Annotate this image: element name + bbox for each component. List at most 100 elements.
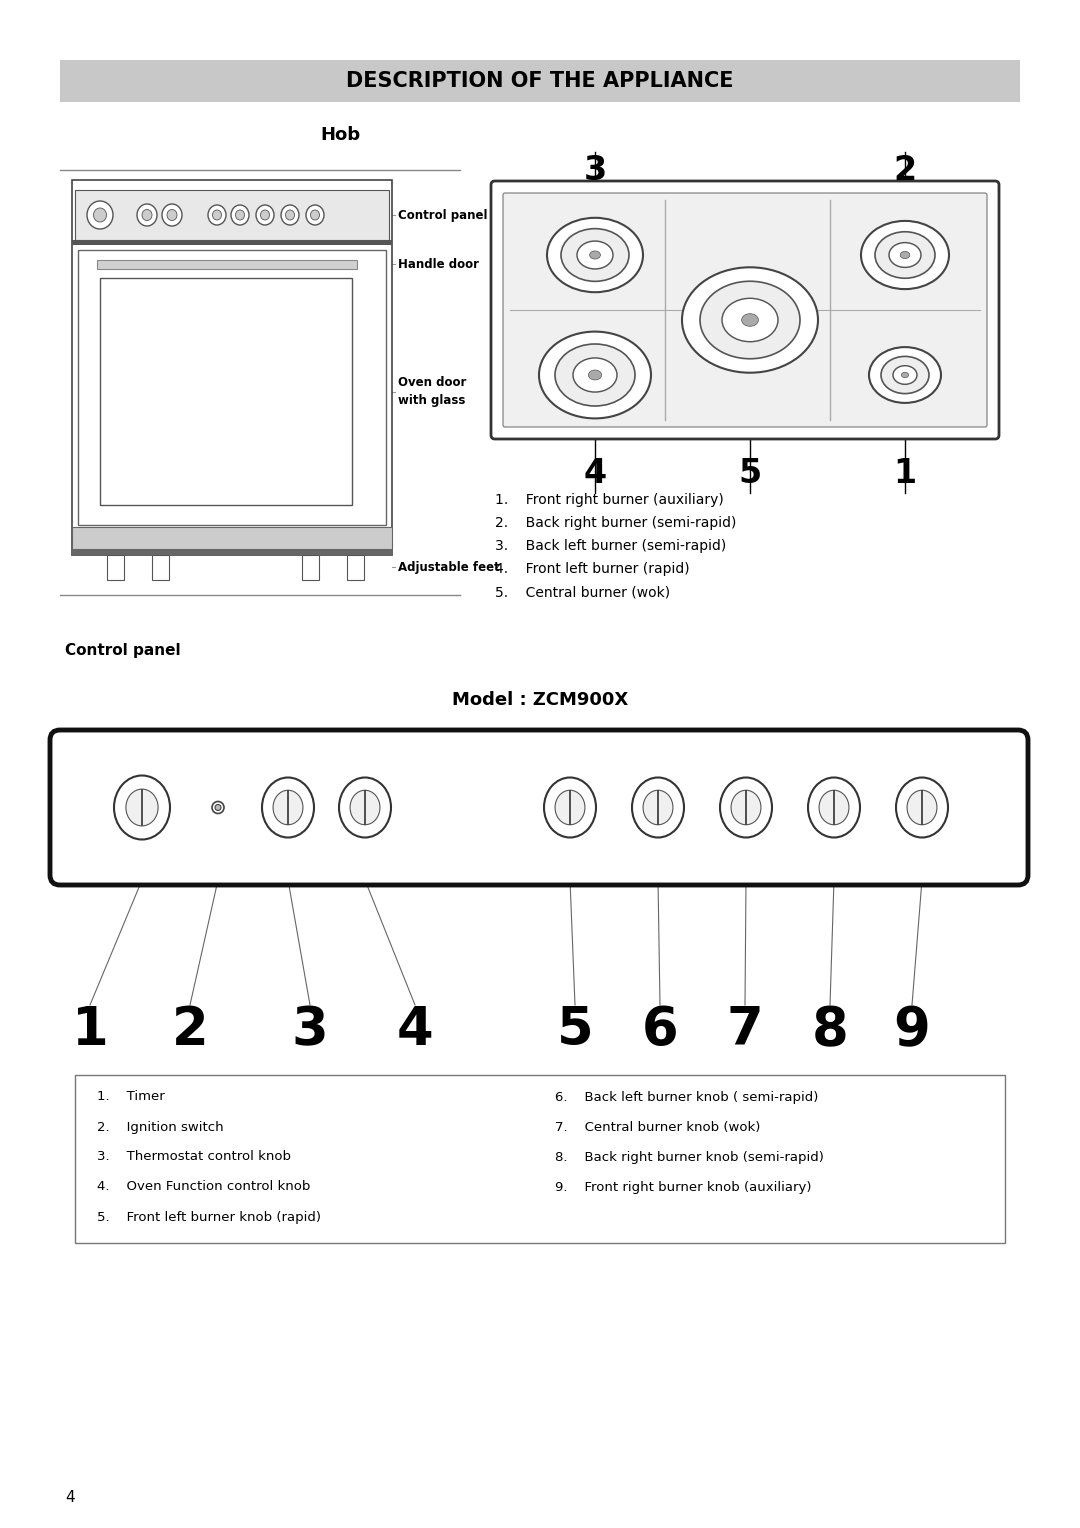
Ellipse shape <box>539 332 651 419</box>
Ellipse shape <box>273 790 303 825</box>
Text: 7.    Central burner knob (wok): 7. Central burner knob (wok) <box>555 1120 760 1134</box>
Text: 4: 4 <box>583 457 607 489</box>
Ellipse shape <box>167 209 177 220</box>
Text: 4: 4 <box>396 1004 433 1056</box>
Ellipse shape <box>281 205 299 225</box>
Ellipse shape <box>126 788 158 827</box>
Text: 6: 6 <box>642 1004 678 1056</box>
Text: 3: 3 <box>583 153 607 186</box>
Ellipse shape <box>94 208 107 222</box>
Bar <box>75 1076 1005 1242</box>
Ellipse shape <box>306 205 324 225</box>
Ellipse shape <box>544 778 596 837</box>
Text: Hob: Hob <box>320 125 360 144</box>
Text: 4.    Front left burner (rapid): 4. Front left burner (rapid) <box>495 562 690 576</box>
Text: 4.    Oven Function control knob: 4. Oven Function control knob <box>97 1181 310 1193</box>
FancyBboxPatch shape <box>50 730 1028 885</box>
Ellipse shape <box>896 778 948 837</box>
Ellipse shape <box>875 232 935 278</box>
Ellipse shape <box>577 241 613 269</box>
Ellipse shape <box>889 243 921 267</box>
FancyBboxPatch shape <box>491 180 999 439</box>
Ellipse shape <box>162 205 183 226</box>
Ellipse shape <box>893 365 917 385</box>
Ellipse shape <box>285 209 295 220</box>
Ellipse shape <box>212 802 224 813</box>
Text: Oven door
with glass: Oven door with glass <box>399 376 467 406</box>
Ellipse shape <box>235 209 244 220</box>
Bar <box>72 180 392 555</box>
Bar <box>347 555 364 581</box>
Ellipse shape <box>339 778 391 837</box>
Ellipse shape <box>902 373 908 377</box>
Ellipse shape <box>260 209 270 220</box>
Ellipse shape <box>700 281 800 359</box>
FancyBboxPatch shape <box>503 193 987 426</box>
Text: 5.    Central burner (wok): 5. Central burner (wok) <box>495 585 670 599</box>
Text: 2: 2 <box>172 1004 208 1056</box>
Ellipse shape <box>311 209 320 220</box>
Ellipse shape <box>907 790 937 825</box>
Bar <box>72 549 392 555</box>
Ellipse shape <box>643 790 673 825</box>
Text: Model : ZCM900X: Model : ZCM900X <box>451 691 629 709</box>
Bar <box>75 189 389 240</box>
Text: Control panel: Control panel <box>399 208 487 222</box>
Text: 1: 1 <box>893 457 917 489</box>
Ellipse shape <box>215 805 221 810</box>
Text: 1.    Front right burner (auxiliary): 1. Front right burner (auxiliary) <box>495 494 724 507</box>
Text: 5.    Front left burner knob (rapid): 5. Front left burner knob (rapid) <box>97 1210 321 1224</box>
Ellipse shape <box>901 252 909 258</box>
Bar <box>100 278 352 504</box>
Text: 3.    Back left burner (semi-rapid): 3. Back left burner (semi-rapid) <box>495 539 726 553</box>
Ellipse shape <box>869 347 941 403</box>
Ellipse shape <box>262 778 314 837</box>
Text: 6.    Back left burner knob ( semi-rapid): 6. Back left burner knob ( semi-rapid) <box>555 1091 819 1103</box>
Ellipse shape <box>632 778 684 837</box>
Bar <box>60 60 1020 102</box>
Text: Handle door: Handle door <box>399 258 480 270</box>
Text: 8.    Back right burner knob (semi-rapid): 8. Back right burner knob (semi-rapid) <box>555 1151 824 1163</box>
Ellipse shape <box>137 205 157 226</box>
Bar <box>302 555 319 581</box>
Text: 3.    Thermostat control knob: 3. Thermostat control knob <box>97 1151 291 1163</box>
Ellipse shape <box>114 776 170 839</box>
Text: Control panel: Control panel <box>65 642 180 657</box>
Ellipse shape <box>590 251 600 260</box>
Ellipse shape <box>231 205 249 225</box>
Ellipse shape <box>555 344 635 406</box>
Text: 2.    Ignition switch: 2. Ignition switch <box>97 1120 224 1134</box>
Text: 9.    Front right burner knob (auxiliary): 9. Front right burner knob (auxiliary) <box>555 1181 811 1193</box>
Text: 7: 7 <box>727 1004 764 1056</box>
Text: DESCRIPTION OF THE APPLIANCE: DESCRIPTION OF THE APPLIANCE <box>347 70 733 92</box>
Ellipse shape <box>213 209 221 220</box>
Text: Adjustable feet: Adjustable feet <box>399 561 500 573</box>
Text: 5: 5 <box>556 1004 593 1056</box>
Ellipse shape <box>141 209 152 220</box>
Ellipse shape <box>731 790 761 825</box>
Ellipse shape <box>819 790 849 825</box>
Text: 5: 5 <box>739 457 761 489</box>
Bar <box>78 251 386 526</box>
Ellipse shape <box>881 356 929 394</box>
Ellipse shape <box>589 370 602 380</box>
Ellipse shape <box>561 229 629 281</box>
Bar <box>107 555 124 581</box>
Text: 2: 2 <box>893 153 917 186</box>
Ellipse shape <box>861 222 949 289</box>
Text: 4: 4 <box>65 1490 75 1505</box>
Text: 9: 9 <box>893 1004 930 1056</box>
Ellipse shape <box>546 219 643 292</box>
Ellipse shape <box>681 267 818 373</box>
Bar <box>72 240 392 244</box>
Ellipse shape <box>350 790 380 825</box>
Ellipse shape <box>723 298 778 342</box>
Ellipse shape <box>573 358 617 393</box>
Text: 3: 3 <box>292 1004 328 1056</box>
Ellipse shape <box>720 778 772 837</box>
Ellipse shape <box>808 778 860 837</box>
Ellipse shape <box>742 313 758 327</box>
Text: 2.    Back right burner (semi-rapid): 2. Back right burner (semi-rapid) <box>495 516 737 530</box>
Ellipse shape <box>208 205 226 225</box>
Bar <box>97 260 357 269</box>
